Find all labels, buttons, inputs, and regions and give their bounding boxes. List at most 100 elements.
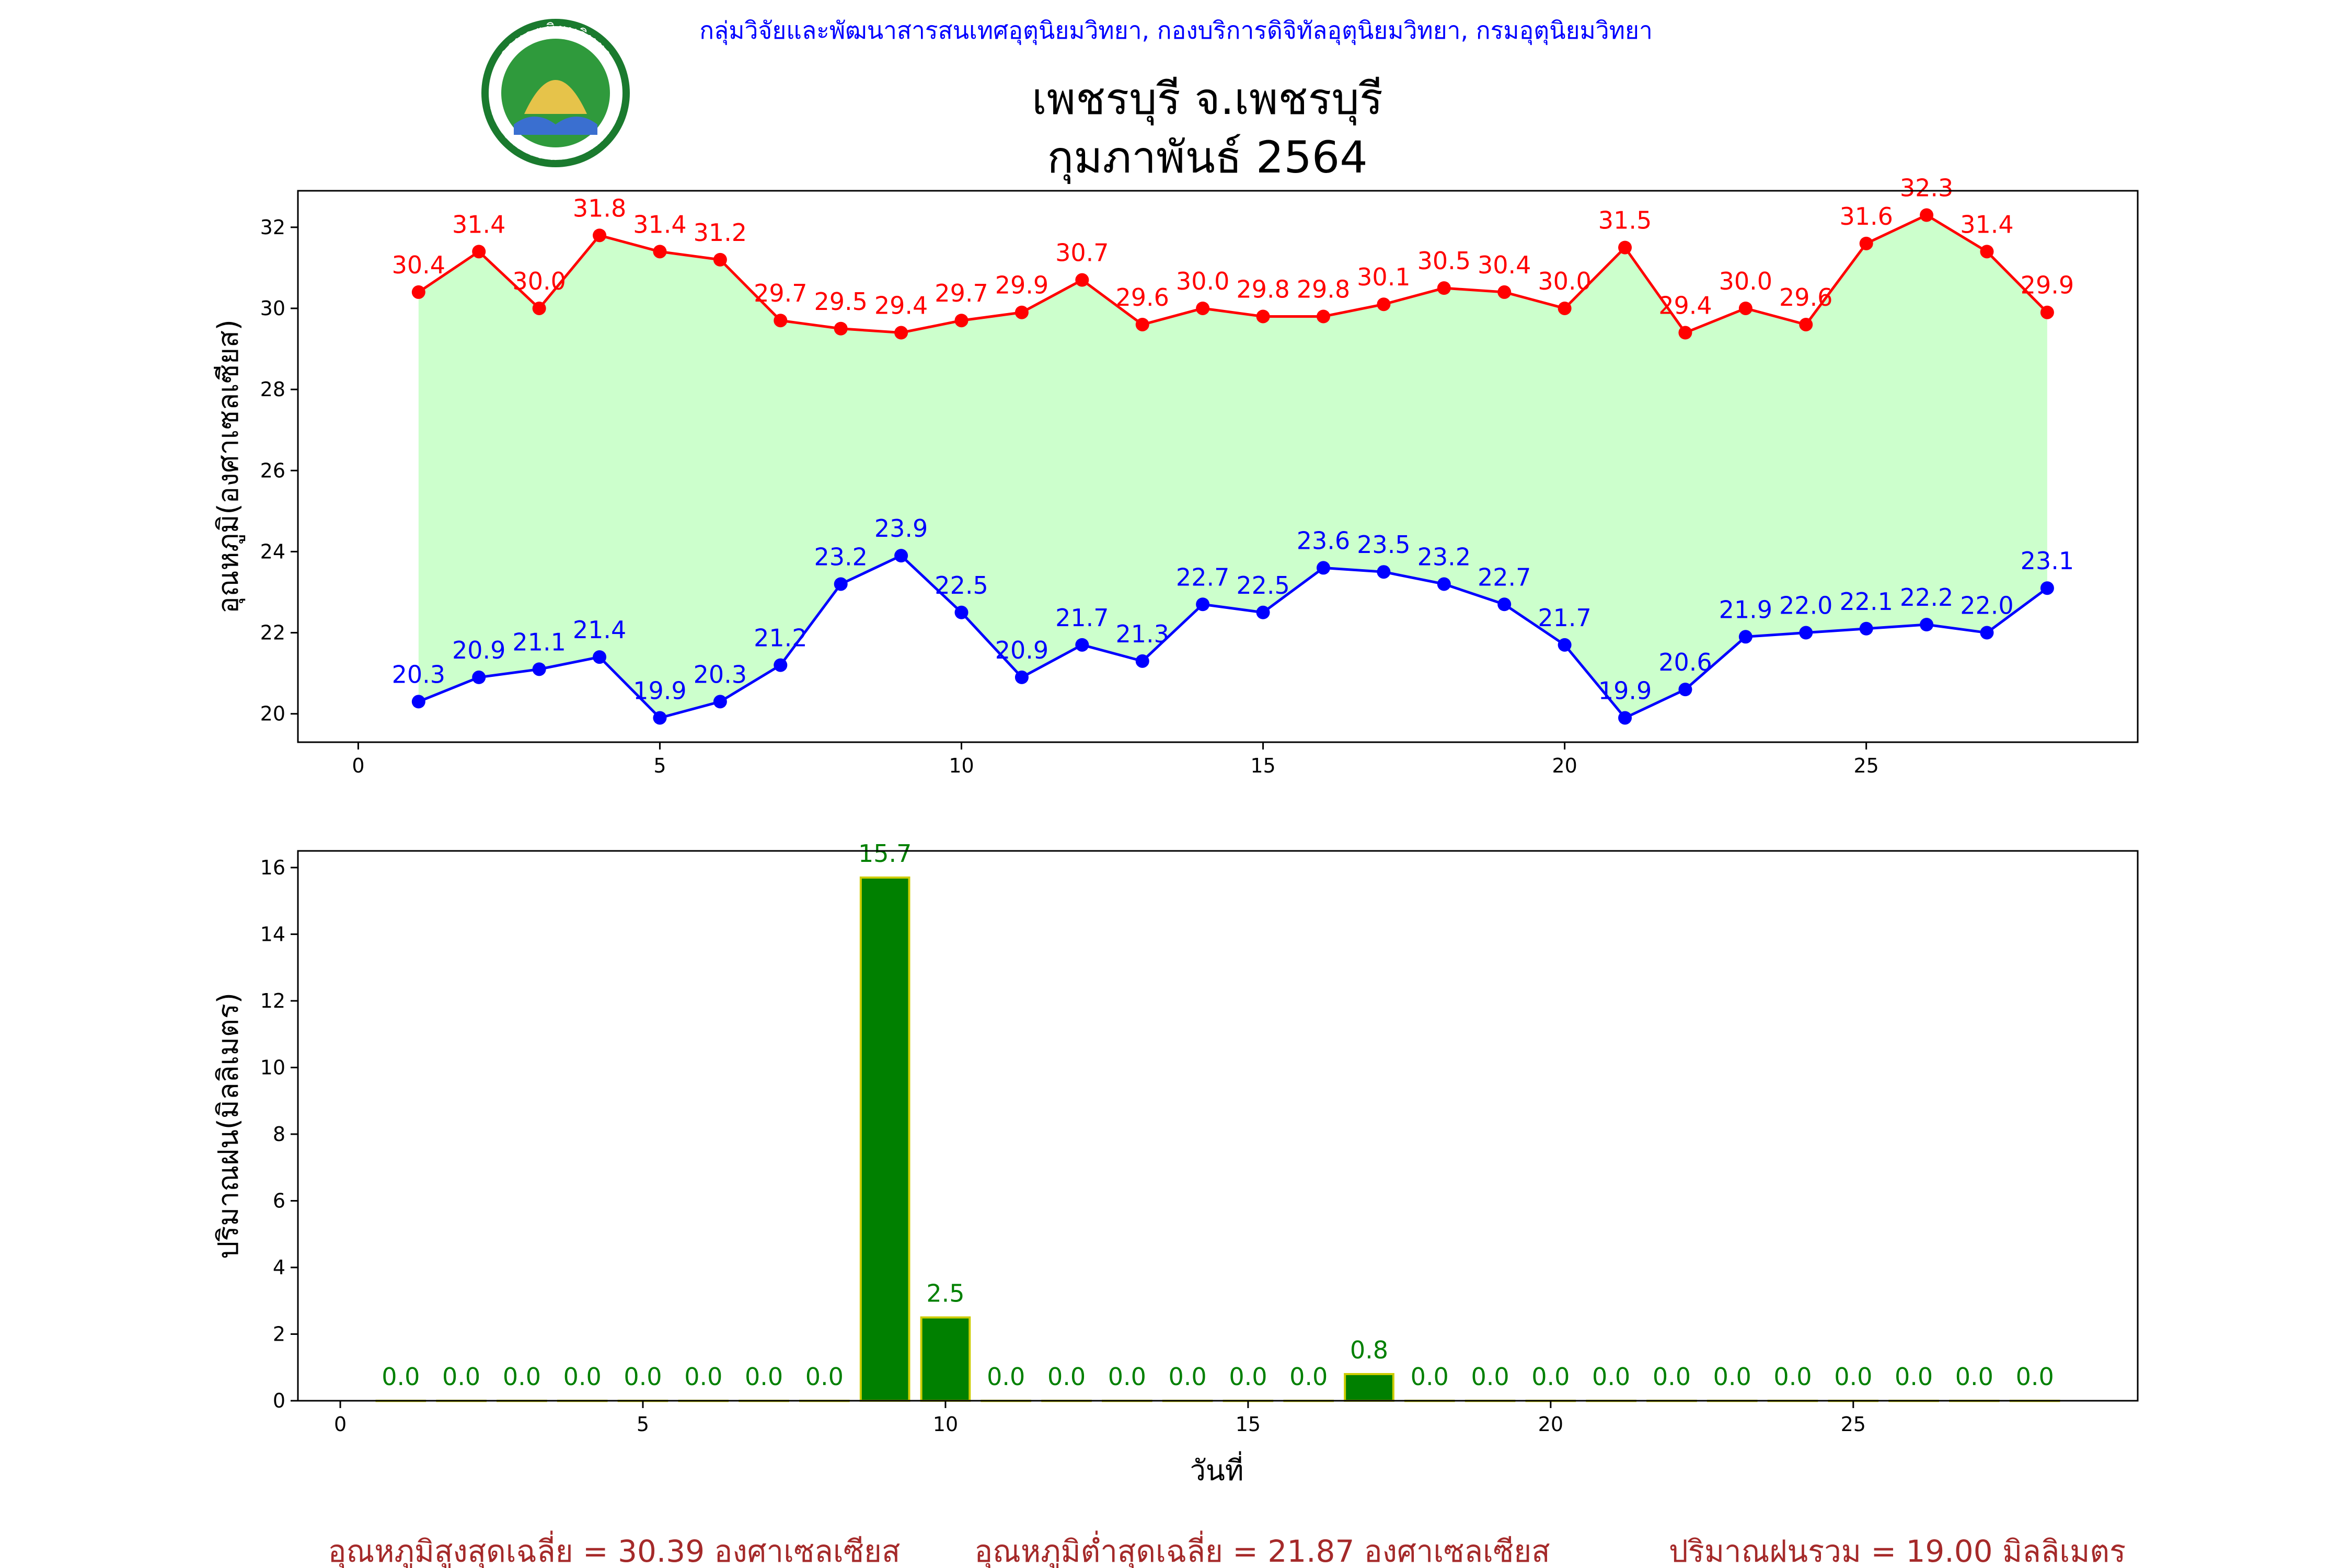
rainfall-y-tick-label: 4 <box>273 1256 285 1279</box>
temperature-plot-frame <box>297 190 2139 743</box>
min-temperature-point <box>1014 670 1029 684</box>
rainfall-y-tick-label: 0 <box>273 1389 285 1412</box>
rainfall-y-tick-label: 16 <box>260 856 285 879</box>
max-temperature-point <box>774 314 788 328</box>
credit-text: กลุ่มวิจัยและพัฒนาสารสนเทศอุตุนิยมวิทยา,… <box>699 16 1653 45</box>
rainfall-value-label: 0.0 <box>1108 1363 1146 1391</box>
max-temperature-value-label: 29.8 <box>1297 275 1350 303</box>
min-temperature-value-label: 23.1 <box>2021 547 2074 575</box>
rainfall-x-tick-label: 25 <box>1841 1413 1866 1436</box>
min-temperature-point <box>1799 626 1813 640</box>
max-temperature-value-label: 29.4 <box>874 292 928 320</box>
summary-avg-min: อุณหภูมิต่ำสุดเฉลี่ย = 21.87 องศาเซลเซีย… <box>974 1530 1550 1568</box>
chart-title-line2: กุมภาพันธ์ 2564 <box>1047 132 1367 185</box>
max-temperature-point <box>1377 297 1391 312</box>
min-temperature-value-label: 20.9 <box>995 636 1048 664</box>
min-temperature-point <box>1377 565 1391 579</box>
rainfall-value-label: 0.0 <box>442 1363 480 1391</box>
min-temperature-point <box>774 658 788 672</box>
max-temperature-point <box>532 301 546 315</box>
rainfall-value-label: 0.0 <box>805 1363 844 1391</box>
rainfall-axis-ticks: 0 5 10 15 20 25 0 2 4 6 8 10 12 14 16 <box>260 856 1866 1436</box>
rainfall-y-tick-label: 6 <box>273 1189 285 1212</box>
rainfall-value-label: 0.0 <box>503 1363 541 1391</box>
min-temperature-value-label: 20.3 <box>392 660 445 688</box>
max-temperature-point <box>1558 301 1572 315</box>
rainfall-x-tick-label: 20 <box>1538 1413 1563 1436</box>
rainfall-value-label: 0.0 <box>1411 1363 1449 1391</box>
min-temperature-value-label: 22.5 <box>935 571 988 599</box>
rainfall-value-label: 0.0 <box>1531 1363 1570 1391</box>
rainfall-y-tick-label: 2 <box>273 1322 285 1345</box>
rainfall-value-label: 0.0 <box>1471 1363 1509 1391</box>
max-temperature-point <box>1678 326 1692 340</box>
max-temperature-point <box>1980 245 1994 259</box>
min-temperature-value-label: 22.5 <box>1236 571 1289 599</box>
temperature-x-tick-label: 5 <box>653 754 666 777</box>
rainfall-value-label: 0.0 <box>1773 1363 1812 1391</box>
rainfall-y-tick-label: 8 <box>273 1123 285 1146</box>
max-temperature-value-label: 30.0 <box>1719 267 1772 295</box>
max-temperature-value-label: 30.1 <box>1357 263 1410 291</box>
min-temperature-point <box>1437 577 1451 591</box>
rainfall-value-label: 15.7 <box>858 839 912 868</box>
summary-avg-max: อุณหภูมิสูงสุดเฉลี่ย = 30.39 องศาเซลเซีย… <box>328 1530 901 1568</box>
max-temperature-value-label: 30.0 <box>1176 267 1229 295</box>
max-temperature-point <box>834 321 848 336</box>
rainfall-value-label: 0.0 <box>382 1363 420 1391</box>
rainfall-value-label: 0.0 <box>624 1363 662 1391</box>
rainfall-value-label: 0.8 <box>1350 1336 1388 1364</box>
min-temperature-point <box>894 549 908 563</box>
max-temperature-point <box>1014 305 1029 319</box>
rainfall-bars <box>375 877 2060 1402</box>
max-temperature-point <box>954 314 969 328</box>
max-temperature-labels: 30.431.430.031.831.4 31.229.7 29.5 29.4 29.7… <box>392 174 2074 320</box>
temperature-y-tick-label: 20 <box>260 702 285 725</box>
min-temperature-labels: 20.320.9 21.1 21.419.920.321.223.223.922.5… <box>392 514 2074 705</box>
max-temperature-value-label: 30.0 <box>1538 267 1591 295</box>
rainfall-value-label: 0.0 <box>1169 1363 1207 1391</box>
min-temperature-value-label: 21.3 <box>1116 620 1169 648</box>
min-temperature-value-label: 20.3 <box>694 660 747 688</box>
logo-waves <box>514 117 597 135</box>
max-temperature-point <box>472 245 486 259</box>
min-temperature-value-label: 23.2 <box>1417 543 1471 571</box>
temperature-y-tick-label: 28 <box>260 378 285 401</box>
max-temperature-value-label: 31.4 <box>1960 210 2013 238</box>
min-temperature-point <box>713 695 727 709</box>
temperature-y-tick-label: 26 <box>260 459 285 482</box>
rainfall-value-label: 0.0 <box>1229 1363 1267 1391</box>
rainfall-y-tick-label: 14 <box>260 923 285 946</box>
temperature-x-tick-label: 10 <box>949 754 974 777</box>
min-temperature-value-label: 23.6 <box>1297 526 1350 555</box>
max-temperature-point <box>593 228 607 243</box>
max-temperature-point <box>411 285 425 299</box>
min-temperature-value-label: 21.9 <box>1719 595 1772 624</box>
max-temperature-point <box>1135 317 1149 331</box>
rainfall-y-tick-label: 12 <box>260 989 285 1012</box>
rainfall-value-label: 0.0 <box>684 1363 722 1391</box>
max-temperature-value-label: 31.2 <box>694 218 747 247</box>
max-temperature-value-label: 31.4 <box>633 210 686 238</box>
max-temperature-value-label: 30.7 <box>1055 239 1109 267</box>
min-temperature-point <box>1256 605 1270 619</box>
max-temperature-value-label: 29.8 <box>1236 275 1289 303</box>
max-temperature-point <box>1738 301 1753 315</box>
max-temperature-value-label: 31.6 <box>1839 202 1893 230</box>
rainfall-x-axis-label: วันที่ <box>1190 1451 1244 1487</box>
min-temperature-point <box>653 711 667 725</box>
max-temperature-point <box>1799 317 1813 331</box>
min-temperature-value-label: 21.1 <box>512 628 566 656</box>
min-temperature-point <box>1980 626 1994 640</box>
max-temperature-value-label: 31.5 <box>1598 206 1652 235</box>
rainfall-labels: 0.0 0.0 0.0 0.0 0.0 0.0 0.0 0.0 15.7 2.5 0.0 0.0 0.0… <box>382 839 2054 1391</box>
max-temperature-value-label: 30.4 <box>392 251 445 279</box>
rainfall-value-label: 2.5 <box>926 1279 964 1308</box>
min-temperature-point <box>954 605 969 619</box>
max-temperature-value-label: 30.4 <box>1478 251 1531 279</box>
temperature-y-tick-label: 22 <box>260 621 285 644</box>
min-temperature-point <box>1196 597 1210 612</box>
rainfall-value-label: 0.0 <box>1834 1363 1872 1391</box>
